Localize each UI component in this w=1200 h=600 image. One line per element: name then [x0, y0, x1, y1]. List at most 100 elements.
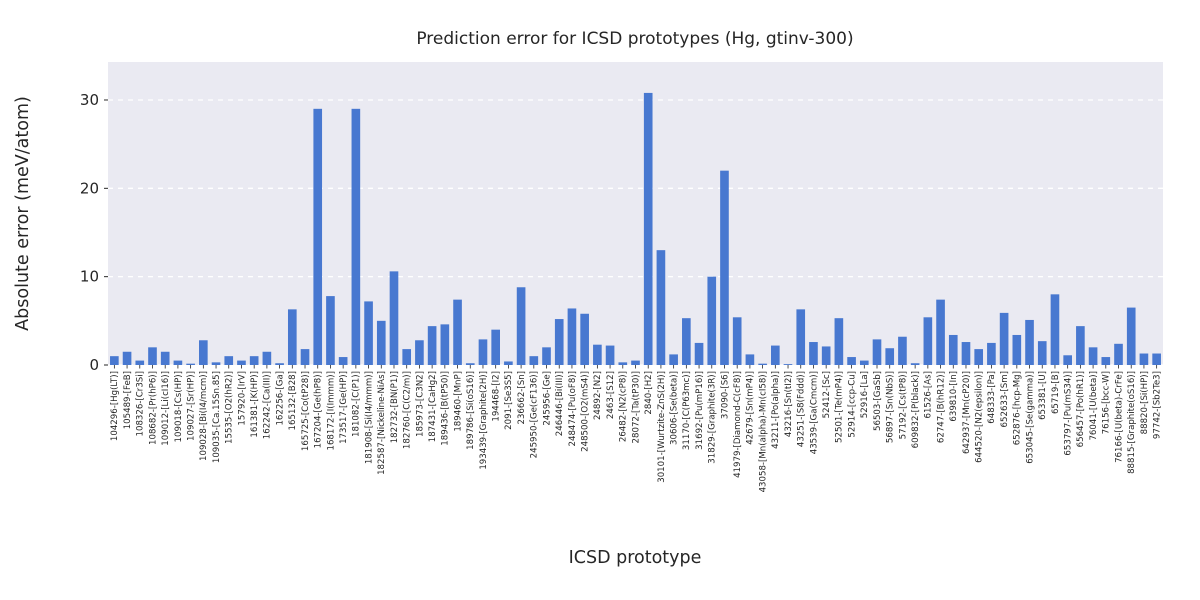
bar	[872, 339, 882, 365]
bar	[364, 301, 373, 365]
x-tick-label: 28072-[Ta(tP30)]	[631, 371, 641, 443]
x-tick-label: 57192-[Cs(tP8)]	[898, 371, 908, 439]
x-tick-label: 165725-[Co(tP28)]	[301, 371, 311, 451]
y-axis-label: Absolute error (meV/atom)	[13, 96, 33, 331]
bar	[859, 360, 869, 365]
bar	[720, 170, 729, 365]
x-tick-label: 109012-[Li(cI16)]	[161, 371, 171, 446]
bar	[1025, 319, 1034, 365]
bar	[631, 360, 640, 365]
bar	[135, 360, 145, 365]
x-tick-label: 162242-[Ca(III)]	[263, 371, 273, 439]
x-tick-label: 648333-[Pa]	[987, 371, 997, 424]
bar	[237, 360, 246, 365]
x-tick-label: 194468-[I2]	[492, 371, 502, 422]
bar	[415, 340, 424, 365]
x-tick-label: 105489-[FeB]	[123, 371, 133, 429]
x-tick-label: 104296-[Hg(LT)]	[110, 371, 120, 441]
bar	[1114, 343, 1123, 365]
bar	[821, 346, 831, 365]
bar	[427, 326, 437, 365]
x-tick-label: 52916-[La]	[860, 371, 870, 418]
bar	[1126, 307, 1136, 365]
bar	[478, 339, 488, 365]
bar	[224, 356, 234, 365]
x-axis-label: ICSD prototype	[569, 548, 702, 568]
bar	[440, 324, 450, 365]
bars-group	[110, 92, 1161, 366]
bar	[593, 344, 602, 365]
x-tick-label: 88815-[Graphite(oS16)]	[1127, 371, 1137, 474]
bar	[211, 362, 221, 365]
x-tick-label: 656457-[Po(hR1)]	[1076, 371, 1086, 447]
bar	[326, 296, 335, 365]
x-tick-label: 52412-[Sc]	[822, 371, 832, 418]
x-tick-label: 652633-[Sm]	[1000, 371, 1010, 427]
bar	[173, 360, 183, 365]
x-tick-label: 189786-[Si(oS16)]	[466, 371, 476, 450]
x-tick-label: 56897-[Sn(NbS)]	[886, 371, 896, 443]
x-tick-label: 182587-[Nickeline-NiAs]	[377, 371, 387, 475]
bar	[948, 334, 958, 365]
x-tick-label: 246446-[Bi(III)]	[555, 371, 565, 436]
bar	[1152, 353, 1161, 365]
bar	[453, 299, 462, 365]
x-tick-label: 162256-[Ga]	[275, 371, 285, 426]
bar	[554, 319, 564, 365]
x-tick-label: 2840-[H2]	[644, 371, 654, 415]
y-tick-label: 20	[80, 179, 99, 197]
x-tick-label: 653045-[Se(gamma)]	[1025, 371, 1035, 464]
bar	[1063, 355, 1072, 365]
bar	[643, 92, 653, 366]
bar	[567, 308, 577, 365]
bar	[732, 317, 742, 365]
bar	[529, 356, 539, 365]
x-tick-label: 43058-[Mn(alpha)-Mn(cI58)]	[758, 371, 768, 492]
x-tick-label: 642937-[Mn(cP20)]	[962, 371, 972, 454]
bar	[1012, 334, 1022, 365]
x-tick-label: 24892-[N2]	[593, 371, 603, 420]
x-tick-label: 639810-[In]	[949, 371, 959, 422]
x-tick-label: 62747-[B(hR12)]	[936, 371, 946, 443]
bar	[910, 363, 920, 365]
bar	[796, 309, 806, 365]
x-tick-label: 108682-[Pr(hP6)]	[148, 371, 158, 445]
bar	[898, 336, 907, 365]
x-tick-label: 37090-[S6]	[720, 371, 730, 419]
bar	[656, 250, 666, 365]
bar	[1037, 341, 1047, 365]
x-tick-label: 185973-[C3N2]	[415, 371, 425, 437]
bar	[987, 342, 996, 365]
x-tick-label: 43251-[S8(Fddd)]	[797, 371, 807, 447]
x-tick-label: 189436-[B(tP50)]	[441, 371, 451, 446]
bar	[618, 362, 628, 365]
bar	[122, 351, 132, 365]
x-tick-label: 653381-[U]	[1038, 371, 1048, 420]
bar	[148, 347, 157, 365]
bar	[110, 356, 119, 365]
bar	[504, 361, 513, 365]
bar	[809, 342, 818, 365]
bar	[160, 351, 170, 365]
x-tick-label: 161381-[K(HP)]	[250, 371, 260, 438]
x-tick-label: 43539-[Ga(Cmcm)]	[809, 371, 819, 454]
x-tick-label: 56503-[GaSb]	[873, 371, 883, 431]
bar	[1139, 353, 1149, 365]
bar	[745, 354, 755, 365]
x-tick-label: 187431-[CaHg2]	[428, 371, 438, 442]
x-tick-label: 165132-[B28]	[288, 371, 298, 430]
x-tick-label: 236662-[Sn]	[517, 371, 527, 425]
bar	[694, 342, 704, 365]
y-tick-label: 30	[80, 91, 99, 109]
bar	[974, 349, 984, 365]
x-tick-label: 109035-[Ca.15Sn.85]	[212, 371, 222, 463]
x-tick-label: 109027-[Sr(HP)]	[186, 371, 196, 441]
bar	[465, 363, 475, 365]
bar	[199, 340, 208, 365]
bar	[669, 354, 678, 365]
x-tick-label: 182732-[BN(P1)]	[390, 371, 400, 443]
x-tick-label: 88820-[Si(HP)]	[1140, 371, 1150, 434]
x-tick-label: 167204-[Ge(hP8)]	[314, 371, 324, 448]
